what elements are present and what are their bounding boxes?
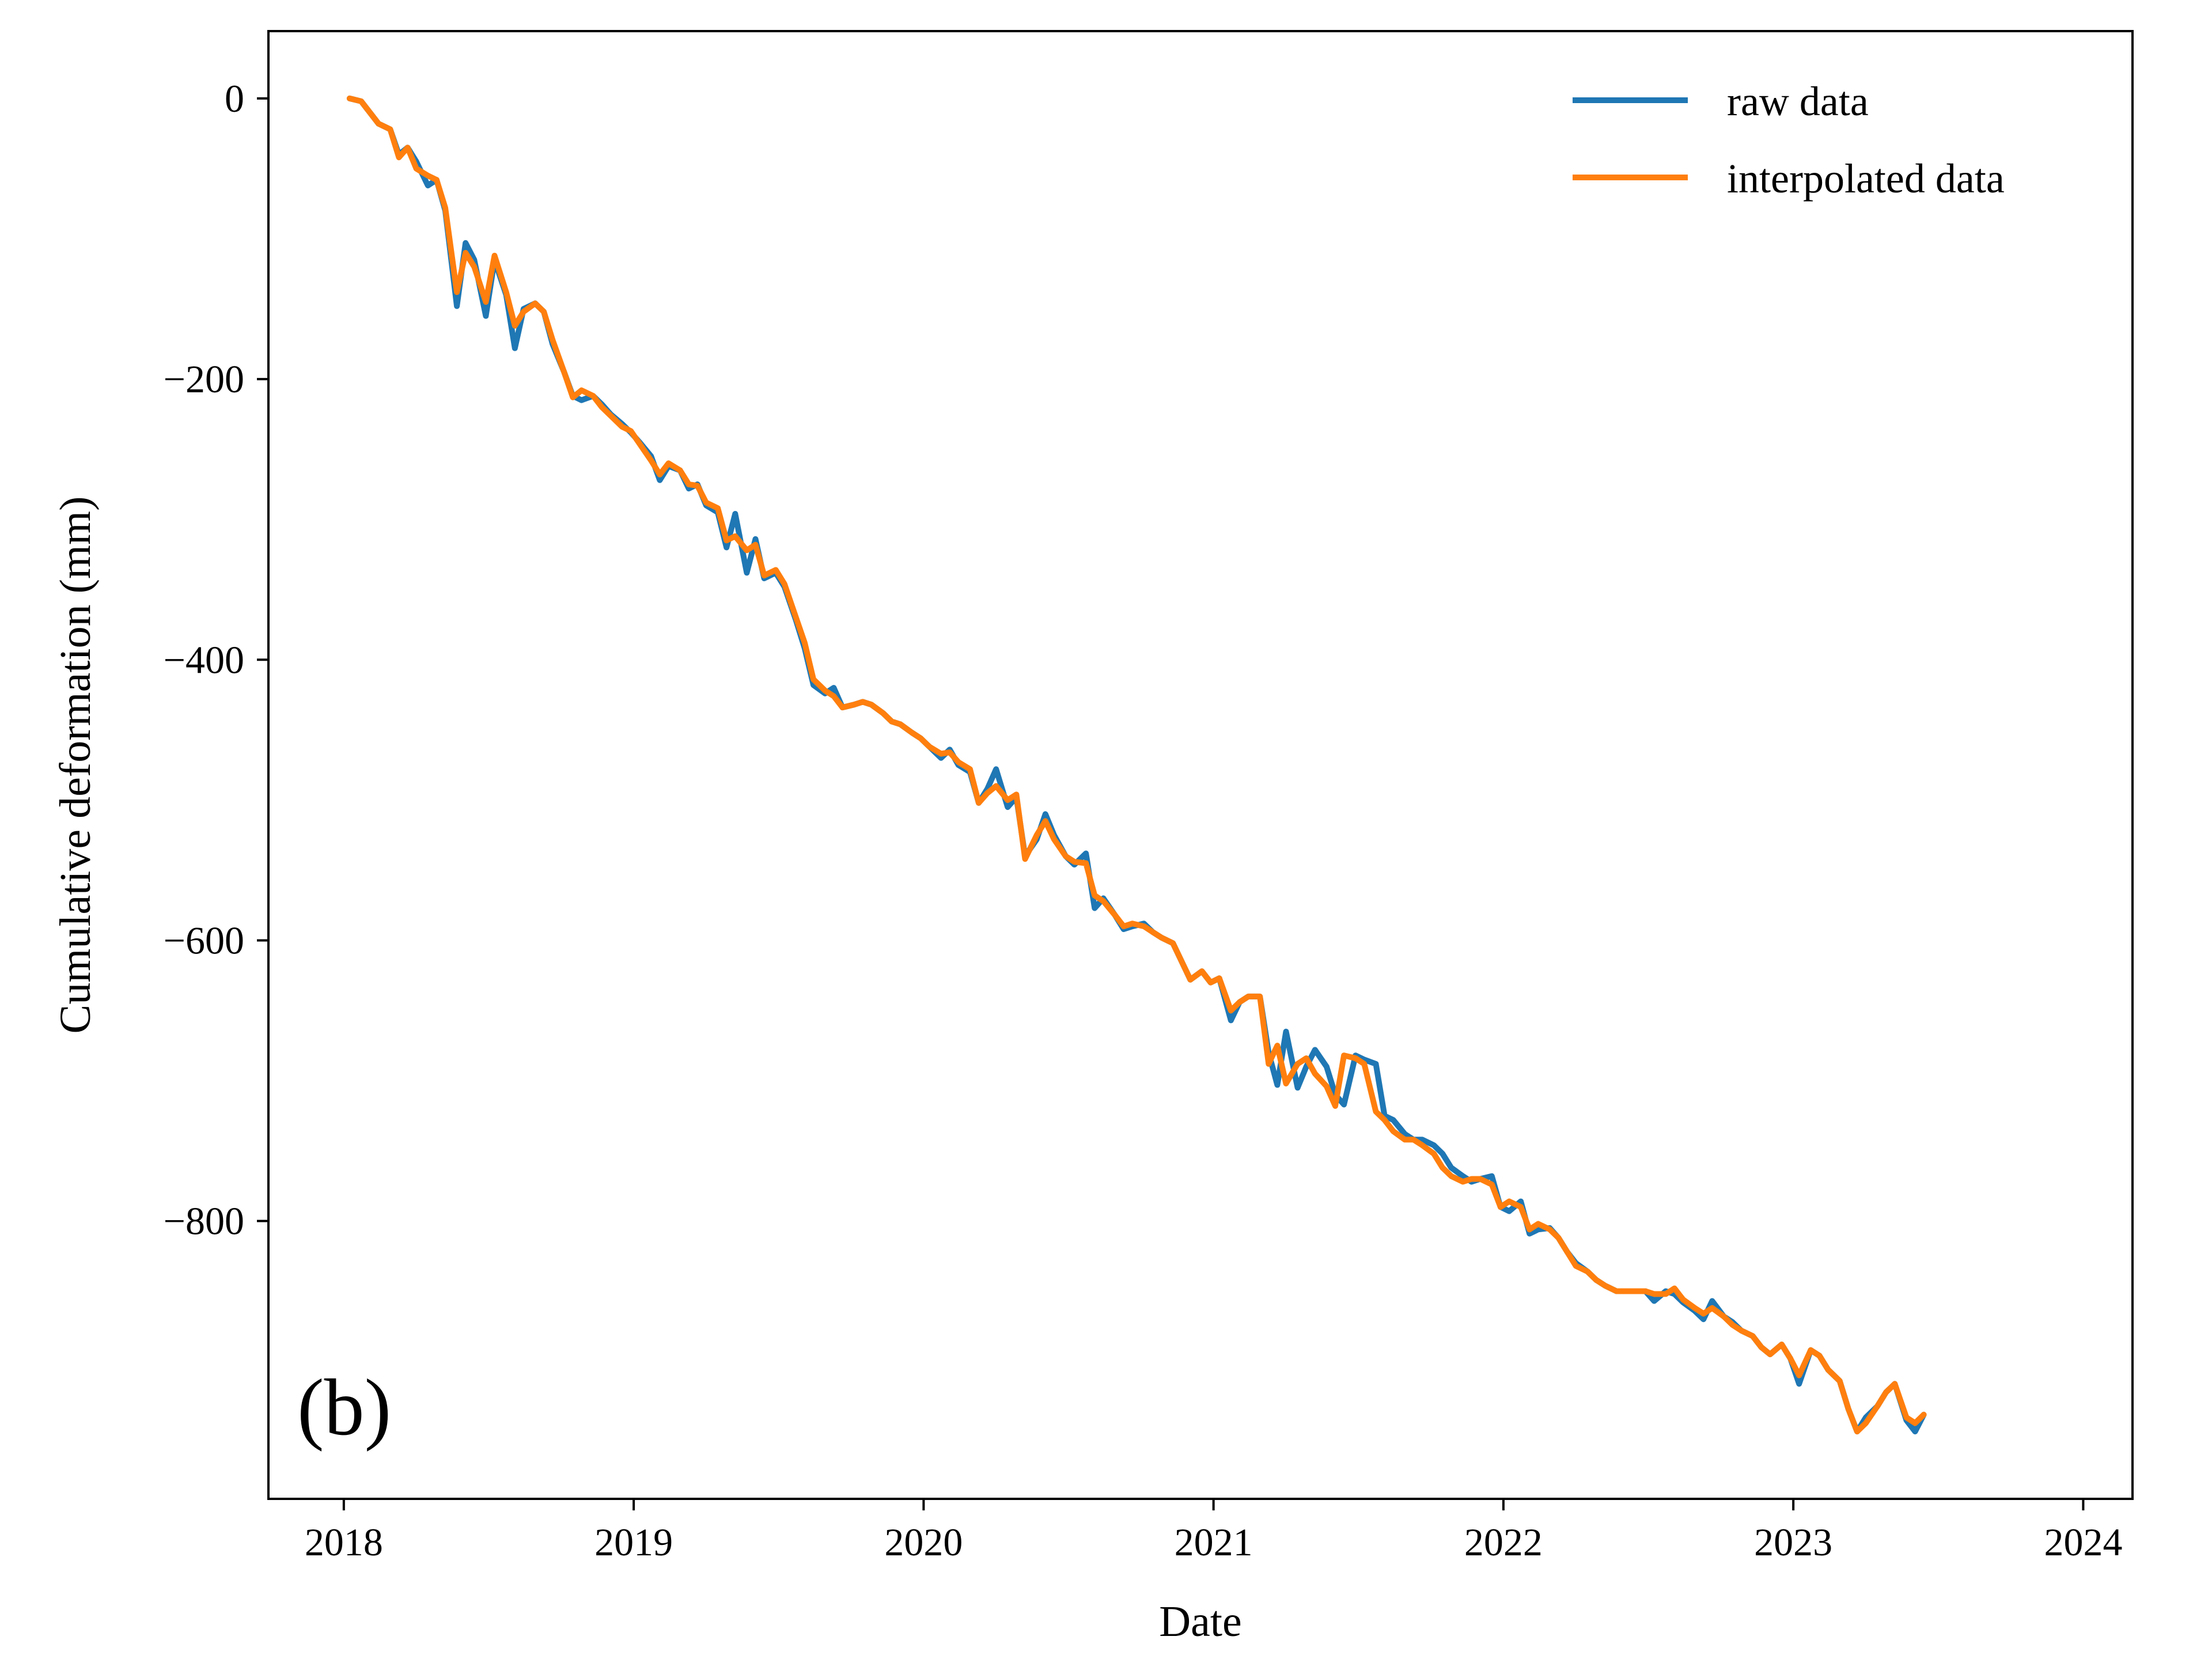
- series-line-interpolated-data: [346, 95, 1927, 1435]
- y-tick-label--200: −200: [164, 357, 244, 401]
- plot-frame: [267, 30, 2134, 1500]
- x-axis-label: Date: [1159, 1597, 1241, 1646]
- x-tick-label-2018: 2018: [305, 1520, 383, 1564]
- x-tick-label-2019: 2019: [594, 1520, 673, 1564]
- y-axis-label: Cumulative deformation (mm): [51, 497, 100, 1034]
- y-tick-label--400: −400: [164, 638, 244, 681]
- y-tick-label--600: −600: [164, 918, 244, 962]
- x-tick-label-2024: 2024: [2044, 1520, 2122, 1564]
- x-axis-ticks: 2018 2019 2020 2021 2022 2023 2024: [305, 1499, 2122, 1564]
- legend-label-raw-data: raw data: [1727, 78, 1869, 124]
- y-tick-label--800: −800: [164, 1199, 244, 1243]
- x-tick-label-2022: 2022: [1464, 1520, 1543, 1564]
- legend: raw data interpolated data: [1573, 78, 2005, 202]
- y-tick-label-0: 0: [225, 77, 244, 120]
- x-tick-label-2021: 2021: [1175, 1520, 1253, 1564]
- series-layer: [346, 95, 1927, 1435]
- y-axis-ticks: 0 −200 −400 −600 −800: [164, 77, 268, 1243]
- legend-label-interpolated-data: interpolated data: [1727, 156, 2005, 202]
- x-tick-label-2023: 2023: [1754, 1520, 1832, 1564]
- x-tick-label-2020: 2020: [884, 1520, 963, 1564]
- panel-label: (b): [297, 1363, 391, 1452]
